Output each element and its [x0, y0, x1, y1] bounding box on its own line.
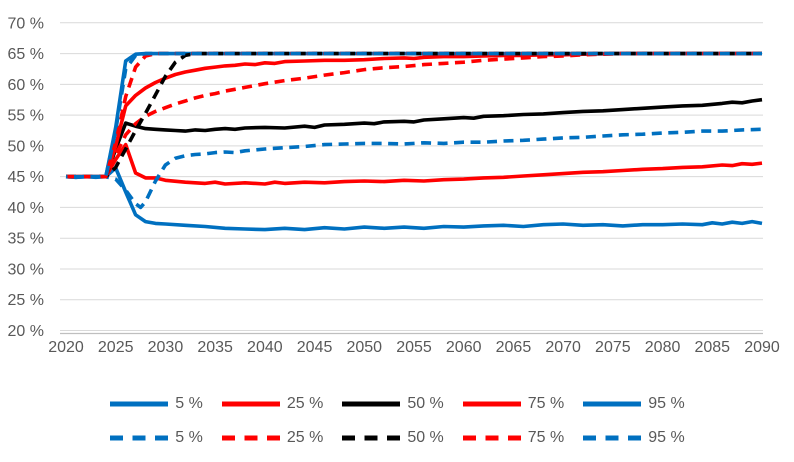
y-axis-tick-label: 45 % [8, 169, 44, 186]
legend-label: 75 % [527, 429, 565, 446]
y-axis-tick-label: 55 % [8, 108, 44, 125]
chart-legend-row-solid: 5 % 25 % 50 % 75 % 95 % [0, 392, 794, 416]
legend-item-dashed-75%: 75 % [462, 430, 564, 446]
x-axis-tick-label: 2060 [446, 339, 482, 356]
x-axis-tick-label: 2040 [247, 339, 283, 356]
legend-label: 25 % [286, 395, 324, 412]
y-axis-tick-label: 20 % [8, 323, 44, 340]
x-axis-tick-label: 2085 [694, 339, 730, 356]
series-line-p50-dashed [66, 51, 762, 179]
series-line-p95-dashed [66, 51, 762, 179]
legend-label: 50 % [407, 429, 444, 446]
legend-item-solid-25%: 25 % [221, 396, 323, 412]
series-line-p50-solid [66, 97, 763, 179]
legend-line-swatch-solid [110, 401, 169, 407]
y-axis-tick-label: 35 % [8, 231, 44, 248]
series-line-p25-dashed [66, 51, 762, 179]
legend-item-dashed-95%: 95 % [582, 429, 685, 446]
line-chart-plot-area: 70 % 65 % 60 % 55 % 50 % 45 % 40 % 35 % 30 % 25 %… [8, 15, 780, 356]
series-line-p5-dashed [66, 127, 763, 210]
chart-legend-row-dashed: 5 % 25 % 50 % 75 % 95 % [0, 426, 794, 450]
legend-label: 25 % [286, 429, 324, 446]
legend-line-swatch-dashed [342, 435, 401, 441]
legend-line-swatch-solid [462, 401, 521, 407]
x-axis-tick-label: 2075 [595, 339, 631, 356]
y-axis-tick-label: 70 % [8, 15, 44, 32]
legend-line-swatch-solid [221, 401, 280, 407]
series-line-p25-solid [66, 142, 763, 186]
x-axis-tick-label: 2020 [48, 339, 84, 356]
legend-item-solid-5%: 5 % [109, 396, 203, 412]
legend-label: 5 % [175, 395, 203, 412]
legend-label: 5 % [175, 429, 203, 446]
x-axis-tick-label: 2070 [545, 339, 581, 356]
y-axis-tick-label: 50 % [8, 138, 44, 155]
legend-item-dashed-25%: 25 % [221, 430, 323, 446]
legend-line-swatch-dashed [110, 435, 169, 441]
legend-line-swatch-dashed [583, 435, 642, 441]
x-axis-tick-label: 2035 [197, 339, 233, 356]
x-axis-tick-label: 2090 [744, 339, 780, 356]
y-axis-tick-label: 60 % [8, 77, 44, 94]
legend-line-swatch-dashed [462, 435, 521, 441]
y-axis-tick-label: 40 % [8, 200, 44, 217]
x-axis-tick-label: 2045 [297, 339, 333, 356]
legend-label: 95 % [648, 429, 685, 446]
legend-item-solid-75%: 75 % [462, 396, 564, 412]
series-line-p5-solid [65, 166, 763, 232]
y-axis-tick-label: 25 % [8, 292, 44, 309]
x-axis-tick-label: 2065 [496, 339, 532, 356]
legend-line-swatch-dashed [221, 435, 280, 441]
x-axis-tick-label: 2030 [148, 339, 184, 356]
x-axis-tick-label: 2055 [396, 339, 432, 356]
legend-line-swatch-solid [342, 401, 401, 407]
x-axis-tick-label: 2025 [98, 339, 134, 356]
x-axis-tick-label: 2050 [346, 339, 382, 356]
legend-line-swatch-solid [583, 401, 642, 407]
legend-item-dashed-5%: 5 % [109, 430, 203, 446]
legend-item-solid-50%: 50 % [341, 395, 444, 412]
legend-item-solid-95%: 95 % [582, 395, 685, 412]
legend-label: 95 % [648, 395, 685, 412]
legend-label: 50 % [407, 395, 444, 412]
y-axis-tick-label: 65 % [8, 46, 44, 63]
series-line-p75-solid [66, 51, 762, 179]
y-axis-tick-label: 30 % [8, 261, 44, 278]
x-axis-tick-label: 2080 [645, 339, 681, 356]
legend-label: 75 % [527, 395, 565, 412]
legend-item-dashed-50%: 50 % [341, 429, 444, 446]
